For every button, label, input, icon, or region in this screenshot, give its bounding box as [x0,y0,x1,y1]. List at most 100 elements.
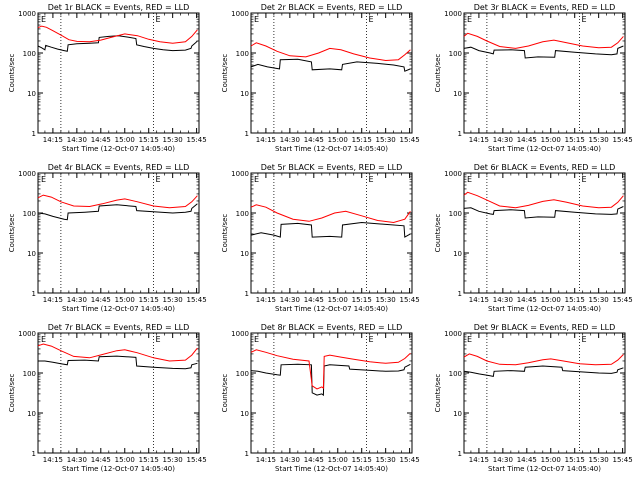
plot-frame [37,172,200,294]
corner-label-left: E [467,175,472,184]
y-tick-label: 100 [236,370,249,378]
panel-title: Det 8r BLACK = Events, RED = LLD [261,323,403,332]
x-tick-label: 15:30 [376,456,396,464]
x-tick-label: 15:15 [565,456,585,464]
x-tick-label: 15:15 [352,296,372,304]
panel-title: Det 7r BLACK = Events, RED = LLD [48,323,190,332]
corner-label-left: E [254,15,259,24]
x-tick-label: 15:45 [187,296,207,304]
x-axis-label: Start Time (12-Oct-07 14:05:40) [275,305,388,313]
y-axis-label: Counts/sec [221,374,229,413]
corner-label-right: E [155,175,160,184]
x-tick-label: 15:00 [115,456,135,464]
x-tick-label: 15:15 [352,456,372,464]
y-tick-label: 10 [453,90,462,98]
x-tick-label: 15:45 [613,456,633,464]
x-tick-label: 14:15 [256,136,276,144]
x-tick-label: 15:30 [376,296,396,304]
detector-panel-7: Det 7r BLACK = Events, RED = LLD 1 10 100 10… [8,323,207,473]
x-tick-label: 15:15 [565,136,585,144]
y-tick-label: 1 [245,450,249,458]
y-axis-label: Counts/sec [8,374,16,413]
y-tick-label: 1000 [444,170,462,178]
series-lld-line [250,42,411,62]
plot-frame [463,172,626,294]
y-tick-label: 10 [453,250,462,258]
x-tick-label: 15:30 [589,456,609,464]
x-tick-label: 15:30 [163,456,183,464]
x-tick-label: 15:15 [139,296,159,304]
plot-frame [463,332,626,454]
plot-frame [250,332,413,454]
y-tick-label: 100 [449,210,462,218]
series-lld-line [250,349,411,390]
plot-frame [250,172,413,294]
y-tick-label: 100 [236,50,249,58]
y-tick-label: 1000 [231,170,249,178]
y-tick-label: 1 [458,450,462,458]
x-tick-label: 15:45 [613,296,633,304]
y-tick-label: 100 [23,210,36,218]
y-tick-label: 10 [240,90,249,98]
series-lld-line [463,191,624,209]
x-tick-label: 14:30 [493,456,513,464]
series-events-line [250,58,411,72]
series-lld-line [463,32,624,49]
x-tick-label: 14:15 [469,456,489,464]
detector-panel-9: Det 9r BLACK = Events, RED = LLD 1 10 100 10… [434,323,633,473]
x-tick-label: 14:15 [256,456,276,464]
series-lld-line [250,204,411,224]
x-tick-label: 15:00 [541,136,561,144]
y-tick-label: 1 [245,290,249,298]
panel-title: Det 5r BLACK = Events, RED = LLD [261,163,403,172]
y-tick-label: 100 [449,50,462,58]
x-tick-label: 14:45 [91,456,111,464]
x-tick-label: 15:00 [328,136,348,144]
x-tick-label: 14:30 [280,136,300,144]
x-tick-label: 14:15 [469,136,489,144]
x-tick-label: 15:15 [565,296,585,304]
corner-label-right: E [581,15,586,24]
y-tick-label: 100 [23,50,36,58]
corner-label-left: E [41,15,46,24]
x-tick-label: 14:45 [304,136,324,144]
x-tick-label: 15:15 [352,136,372,144]
detector-panel-3: Det 3r BLACK = Events, RED = LLD 1 10 100 10… [434,3,633,153]
corner-label-left: E [41,175,46,184]
x-tick-label: 14:15 [469,296,489,304]
y-tick-label: 1000 [18,170,36,178]
series-events-line [463,206,624,219]
x-axis-label: Start Time (12-Oct-07 14:05:40) [62,145,175,153]
corner-label-right: E [581,175,586,184]
y-tick-label: 10 [240,410,249,418]
x-tick-label: 15:00 [541,456,561,464]
detector-panel-5: Det 5r BLACK = Events, RED = LLD 1 10 100 10… [221,163,420,313]
detector-panel-4: Det 4r BLACK = Events, RED = LLD 1 10 100 10… [8,163,207,313]
plot-frame [463,12,626,134]
corner-label-right: E [368,15,373,24]
x-tick-label: 14:45 [517,136,537,144]
x-tick-label: 14:30 [493,296,513,304]
detector-panel-2: Det 2r BLACK = Events, RED = LLD 1 10 100 10… [221,3,420,153]
panel-title: Det 3r BLACK = Events, RED = LLD [474,3,616,12]
y-tick-label: 10 [27,410,36,418]
y-axis-label: Counts/sec [434,54,442,93]
y-tick-label: 10 [27,250,36,258]
x-tick-label: 14:30 [67,296,87,304]
x-tick-label: 15:00 [328,456,348,464]
series-events-line [38,355,198,370]
y-tick-label: 100 [23,370,36,378]
corner-label-left: E [467,15,472,24]
x-tick-label: 14:15 [43,456,63,464]
y-tick-label: 1 [458,130,462,138]
y-tick-label: 1000 [231,330,249,338]
x-tick-label: 14:30 [493,136,513,144]
x-axis-label: Start Time (12-Oct-07 14:05:40) [488,465,601,473]
x-tick-label: 14:45 [91,136,111,144]
x-tick-label: 15:45 [400,456,420,464]
x-axis-label: Start Time (12-Oct-07 14:05:40) [488,305,601,313]
series-lld-line [463,353,624,366]
x-tick-label: 14:45 [517,456,537,464]
x-tick-label: 15:15 [139,456,159,464]
plot-frame [250,12,413,134]
